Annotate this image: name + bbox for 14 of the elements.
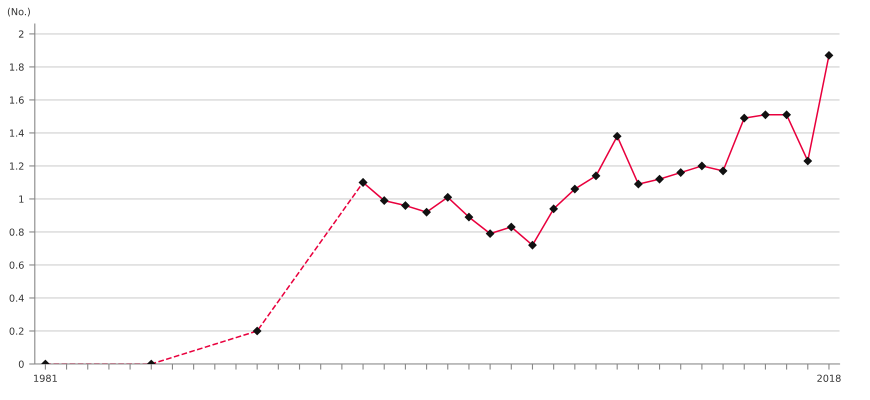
y-tick-label: 2: [18, 30, 24, 38]
y-tick-label: 0: [18, 360, 24, 368]
x-tick-label: 1981: [34, 374, 57, 382]
x-tick-label: 2018: [817, 374, 841, 382]
y-tick-label: 0.8: [10, 228, 24, 236]
y-tick-label: 1: [19, 196, 24, 203]
y-axis-title: (No.): [8, 8, 30, 16]
y-tick-label: 1.2: [10, 162, 24, 170]
y-tick-label: 1.4: [10, 130, 24, 137]
y-tick-label: 0.4: [10, 294, 24, 302]
y-tick-label: 1.8: [10, 63, 24, 71]
y-tick-label: 1.6: [10, 96, 24, 104]
y-tick-label: 0.6: [10, 261, 24, 269]
y-tick-label: 0.2: [10, 327, 24, 335]
